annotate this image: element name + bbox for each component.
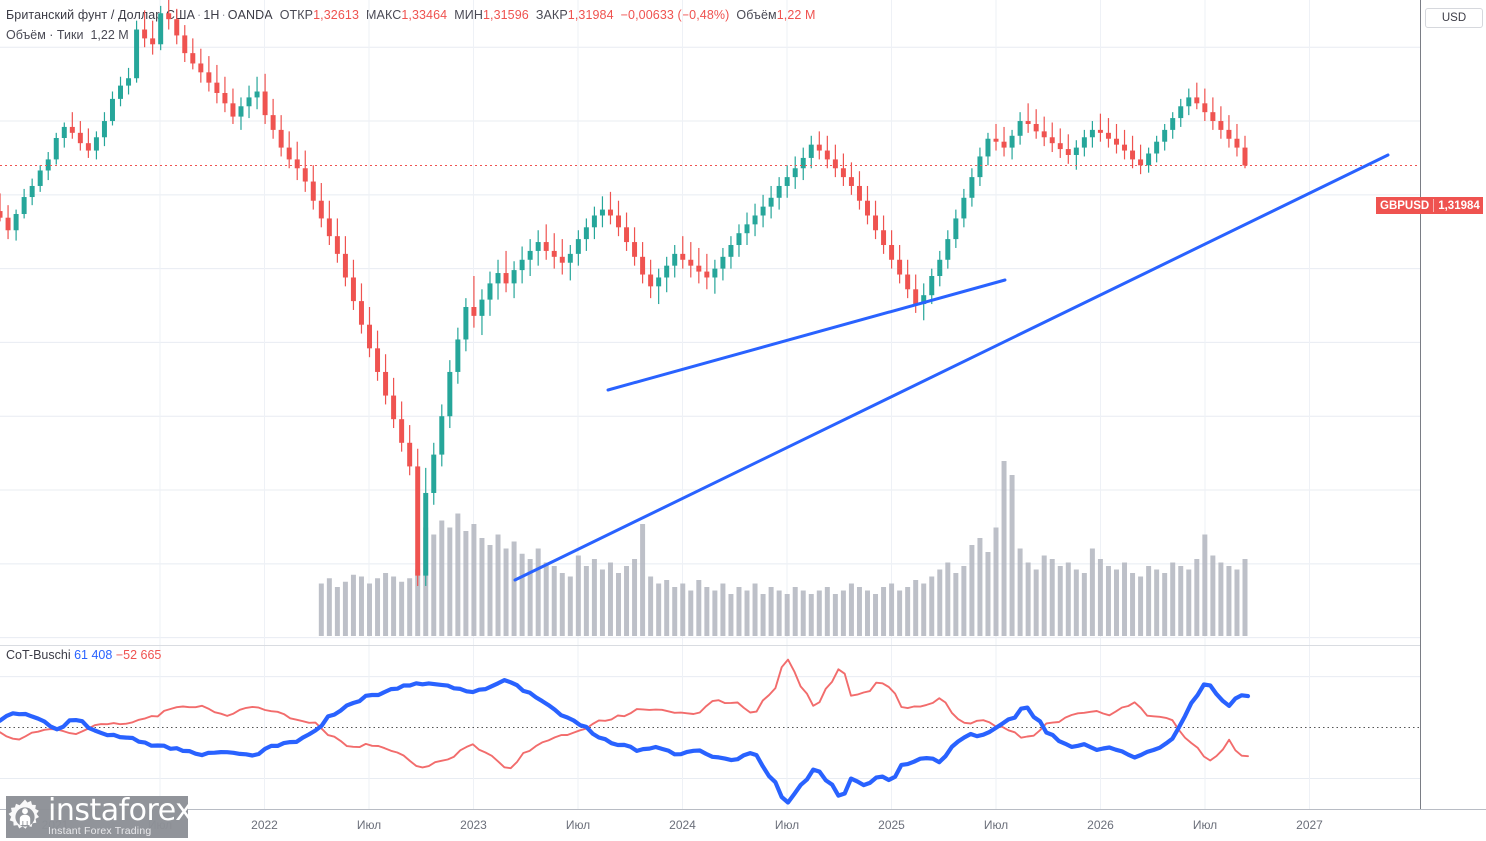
cot-indicator-pane[interactable] bbox=[0, 646, 1420, 809]
interval[interactable]: 1H bbox=[203, 8, 220, 22]
volume-bars bbox=[318, 461, 1248, 636]
time-tick-label: Июл bbox=[983, 818, 1009, 832]
low-value: 1,31596 bbox=[482, 8, 529, 22]
symbol-name[interactable]: Британский фунт / Доллар США bbox=[6, 8, 196, 22]
current-price-tag[interactable]: GBPUSD 1,31984 bbox=[1376, 197, 1483, 214]
instaforex-watermark: instaforex Instant Forex Trading bbox=[6, 796, 193, 838]
volume-study-label[interactable]: Объём · Тики bbox=[6, 28, 84, 42]
close-label: ЗАКР bbox=[535, 8, 568, 22]
price-pane[interactable] bbox=[0, 0, 1420, 645]
cot-long-line bbox=[0, 678, 1251, 805]
time-tick-label: Июл bbox=[565, 818, 591, 832]
indicator-value-long: 61 408 bbox=[74, 648, 113, 662]
chart-legend-main: Британский фунт / Доллар США · 1H · OANDA ОТК… bbox=[6, 8, 816, 22]
time-axis[interactable] bbox=[0, 809, 1486, 841]
logo-name: instaforex bbox=[48, 793, 193, 828]
chart-legend-volume: Объём · Тики 1,22 M bbox=[6, 28, 129, 42]
time-tick-label: Июл bbox=[356, 818, 382, 832]
time-tick-label: Июл bbox=[774, 818, 800, 832]
instaforex-gear-person-icon bbox=[6, 798, 44, 836]
trendline-1 bbox=[606, 278, 1007, 392]
legend-sep-1: · bbox=[197, 8, 202, 22]
price-tag-value: 1,31984 bbox=[1438, 199, 1480, 212]
volume-label: Объём bbox=[736, 8, 777, 22]
cot-chart-canvas[interactable] bbox=[0, 646, 1420, 809]
indicator-legend: CoT-Buschi 61 408 −52 665 bbox=[6, 648, 161, 662]
open-label: ОТКР bbox=[279, 8, 314, 22]
pane-divider[interactable] bbox=[0, 645, 1420, 646]
time-tick-label: 2023 bbox=[460, 818, 487, 832]
time-tick-label: 2027 bbox=[1296, 818, 1323, 832]
high-value: 1,33464 bbox=[401, 8, 448, 22]
change-value: −0,00633 (−0,48%) bbox=[620, 8, 730, 22]
time-tick-label: 2024 bbox=[669, 818, 696, 832]
legend-sep-2: · bbox=[221, 8, 226, 22]
instaforex-wordmark: instaforex Instant Forex Trading bbox=[48, 793, 193, 838]
exchange: OANDA bbox=[227, 8, 273, 22]
time-tick-label: 2025 bbox=[878, 818, 905, 832]
volume-study-value: 1,22 M bbox=[90, 28, 129, 42]
candlesticks bbox=[0, 0, 1248, 586]
volume-value: 1,22 M bbox=[776, 8, 816, 22]
time-tick-label: 2022 bbox=[251, 818, 278, 832]
cot-short-line bbox=[0, 658, 1249, 770]
logo-tagline: Instant Forex Trading bbox=[48, 825, 152, 837]
close-value: 1,31984 bbox=[567, 8, 614, 22]
price-axis[interactable]: USD 1,400001,350001,300001,250001,200001… bbox=[1420, 0, 1486, 809]
open-value: 1,32613 bbox=[313, 8, 359, 22]
time-tick-label: 2026 bbox=[1087, 818, 1114, 832]
high-label: МАКС bbox=[366, 8, 402, 22]
currency-badge[interactable]: USD bbox=[1425, 8, 1483, 28]
time-tick-label: Июл bbox=[1192, 818, 1218, 832]
price-chart-canvas[interactable] bbox=[0, 0, 1420, 645]
price-tag-symbol: GBPUSD bbox=[1380, 199, 1430, 212]
low-label: МИН bbox=[454, 8, 483, 22]
indicator-name[interactable]: CoT-Buschi bbox=[6, 648, 71, 662]
indicator-value-short: −52 665 bbox=[115, 648, 162, 662]
trendline-2 bbox=[513, 153, 1390, 582]
